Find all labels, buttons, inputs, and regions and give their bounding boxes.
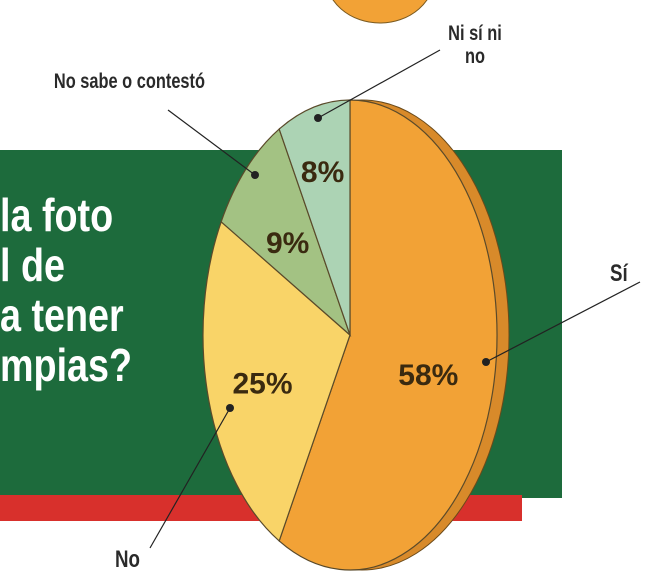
category-label: Ni sí ni no (448, 22, 502, 68)
category-label: No (115, 546, 140, 573)
prev-pie (332, 0, 428, 24)
leaders (149, 49, 641, 549)
pie-slice (202, 220, 351, 542)
category-label: No sabe o contestó (53, 70, 206, 93)
leader (149, 407, 231, 549)
category-label: Sí (610, 260, 628, 287)
title-line: la foto (0, 189, 114, 241)
dot (314, 114, 322, 122)
value-label: 25% (232, 368, 292, 401)
dot (482, 358, 490, 366)
leader (167, 109, 256, 176)
pie-slice (278, 99, 351, 336)
value-label: 9% (266, 227, 309, 260)
value-label: 8% (301, 156, 344, 189)
dots (226, 114, 490, 412)
leader (485, 281, 641, 363)
value-label: 58% (398, 359, 458, 392)
dot (251, 171, 259, 179)
leader (317, 49, 441, 119)
title-line: mpias? (0, 339, 133, 391)
dot (226, 404, 234, 412)
title-line: a tener (0, 289, 124, 341)
pie-slice (278, 99, 498, 571)
title-line: l de (0, 239, 65, 291)
